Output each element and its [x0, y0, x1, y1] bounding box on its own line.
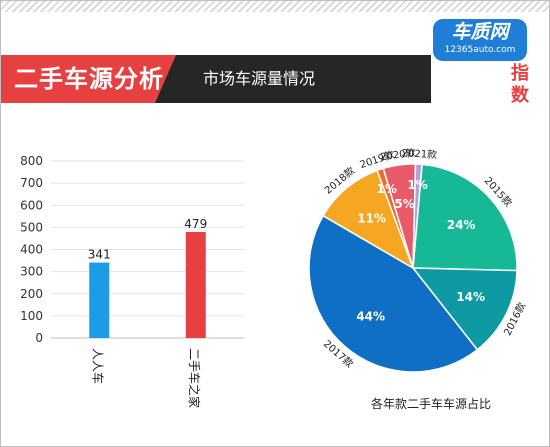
logo-line-1: 二手车	[431, 62, 489, 84]
pie-value-label: 1%	[407, 178, 427, 192]
pie-slice	[308, 214, 479, 373]
page-title: 二手车源分析	[14, 65, 164, 93]
pie-value-label: 1%	[377, 182, 397, 196]
title-red-block	[1, 55, 176, 103]
logo-line-2: 购买	[435, 83, 475, 107]
x-tick-label: 二手车之家	[187, 348, 202, 408]
logo-ring-icon	[491, 95, 501, 105]
pie-chart-title: 各年款二手车车源占比	[370, 397, 491, 411]
pie-slice	[412, 163, 518, 272]
pie-category-label: 2021款	[401, 146, 437, 161]
bar-value-label: 479	[184, 217, 207, 231]
logo-accent-1: 指	[511, 63, 529, 84]
bar-chart: 0 100 200 300 400 500 600 700 800 341 人人车 479 二手车之家	[20, 154, 244, 408]
logo-accent-2: 数	[511, 85, 529, 106]
pie-value-label: 11%	[357, 212, 386, 226]
pie-slice	[411, 267, 518, 351]
logo-domain: 12365auto.com	[444, 45, 516, 55]
pie-value-label: 5%	[394, 197, 414, 211]
brand-logo: 车质网 12365auto.com 二手车 购买 指 数	[415, 11, 539, 107]
bar	[185, 232, 206, 338]
y-tick-label: 300	[20, 265, 43, 279]
pie-slice	[412, 163, 423, 269]
page-subtitle: 市场车源量情况	[203, 69, 316, 88]
x-tick-label: 人人车	[90, 348, 105, 384]
pie-value-label: 24%	[447, 218, 476, 232]
y-tick-label: 100	[20, 309, 43, 323]
pie-value-label: 44%	[356, 310, 385, 324]
y-tick-label: 400	[20, 243, 43, 257]
pie-chart: 24%14%44%11%1%5%1% 2015款2016款2017款2018款20…	[308, 146, 528, 373]
y-tick-label: 200	[20, 287, 43, 301]
y-tick-label: 800	[20, 154, 43, 168]
header-banner: 二手车源分析 市场车源量情况 车质网 12365auto.com 二手车 购买 …	[1, 1, 549, 107]
y-tick-label: 500	[20, 220, 43, 234]
bar	[89, 262, 110, 338]
header-stripe	[1, 1, 549, 12]
bar-value-label: 341	[88, 248, 111, 262]
logo-brand-name: 车质网	[451, 21, 509, 43]
y-tick-label: 0	[35, 331, 43, 345]
logo-badge	[433, 19, 527, 61]
pie-slice	[322, 169, 415, 270]
y-tick-label: 600	[20, 198, 43, 212]
y-tick-label: 700	[20, 176, 43, 190]
pie-value-label: 14%	[456, 290, 485, 304]
